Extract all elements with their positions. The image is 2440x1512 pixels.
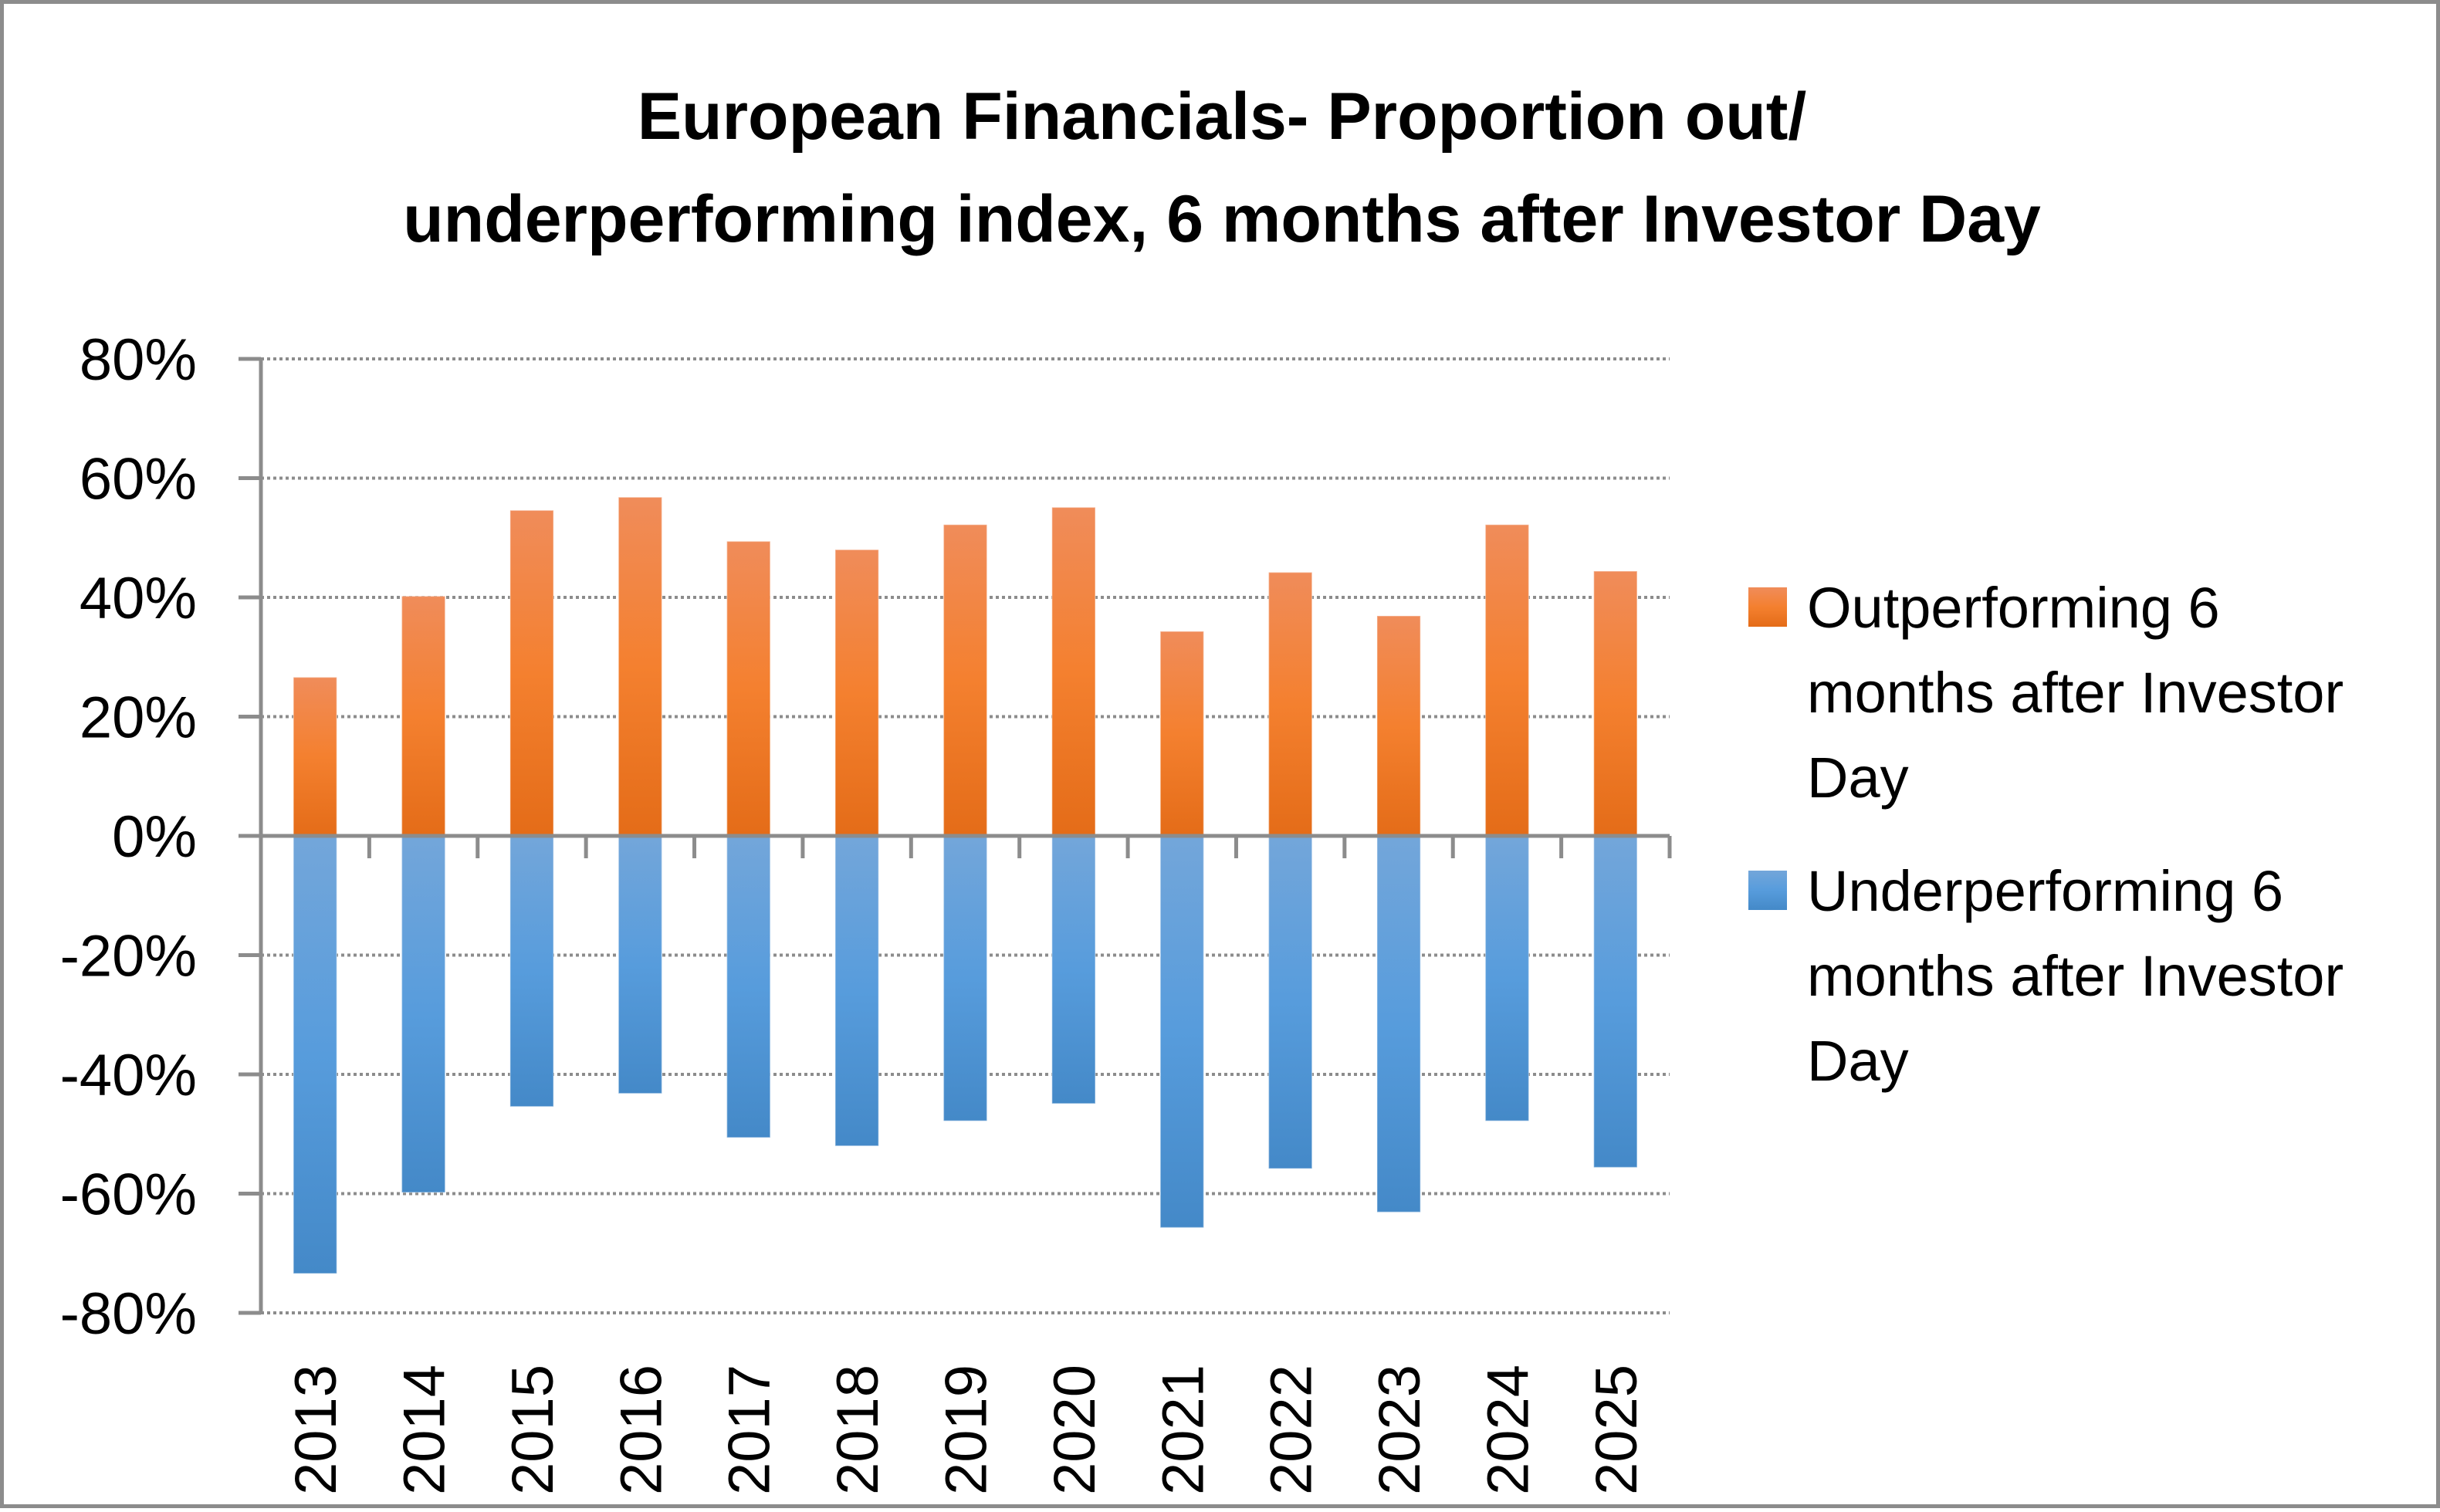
bar-outperforming-2020 [1051, 506, 1096, 837]
bar-outperforming-2022 [1267, 571, 1313, 837]
bar-underperforming-2023 [1376, 835, 1421, 1213]
x-tick-label: 2016 [608, 1365, 674, 1495]
legend-item-underperforming: Underperforming 6 months after Investor Da… [1748, 859, 2344, 1093]
bar-underperforming-2015 [509, 835, 554, 1108]
x-tick-label: 2021 [1150, 1365, 1216, 1495]
x-tick-label: 2025 [1584, 1365, 1650, 1495]
bar-underperforming-2021 [1159, 835, 1205, 1229]
legend-label-line: Day [1807, 1029, 1909, 1093]
y-axis-labels: 80% 60% 40% 20% 0% -20% -40% -60% -80% [60, 327, 197, 1347]
bar-underperforming-2016 [618, 835, 663, 1094]
bar-outperforming-2018 [834, 549, 879, 837]
x-tick-label: 2015 [500, 1365, 566, 1495]
x-tick-label: 2019 [934, 1365, 1000, 1495]
chart-title: European Financials- Proportion out/unde… [403, 79, 2041, 256]
bar-outperforming-2015 [509, 509, 554, 837]
chart-title-line-2: underperforming index, 6 months after In… [403, 182, 2041, 256]
y-tick-label: -60% [60, 1162, 197, 1228]
bar-outperforming-2019 [942, 524, 988, 837]
bar-underperforming-2024 [1484, 835, 1530, 1122]
x-tick-label: 2014 [392, 1365, 458, 1495]
legend-label-line: months after Investor [1807, 661, 2344, 725]
x-tick-label: 2018 [825, 1365, 891, 1495]
y-tick-label: -20% [60, 924, 197, 989]
x-tick-label: 2017 [717, 1365, 783, 1495]
bar-outperforming-2016 [618, 496, 663, 837]
bar-underperforming-2019 [942, 835, 988, 1122]
legend-label-line: Outperforming 6 [1807, 576, 2220, 640]
y-tick-label: 40% [80, 566, 197, 631]
x-axis-labels: 2013 2014 2015 2016 2017 2018 2019 2020 2021 2022… [283, 1365, 1650, 1495]
x-tick-label: 2024 [1475, 1365, 1541, 1495]
bar-outperforming-2013 [293, 676, 338, 837]
bar-underperforming-2014 [401, 835, 446, 1193]
x-tick-label: 2023 [1367, 1365, 1433, 1495]
bar-outperforming-2017 [726, 540, 771, 837]
bar-underperforming-2017 [726, 835, 771, 1138]
legend-swatch [1748, 587, 1787, 627]
bar-underperforming-2013 [293, 835, 338, 1274]
bar-outperforming-2024 [1484, 524, 1530, 837]
legend-item-outperforming: Outperforming 6 months after Investor Day [1748, 576, 2344, 810]
x-tick-label: 2020 [1042, 1365, 1108, 1495]
legend-swatch [1748, 871, 1787, 910]
bar-underperforming-2022 [1267, 835, 1313, 1169]
chart-svg: European Financials- Proportion out/unde… [60, 79, 2344, 1495]
legend-label-line: Day [1807, 746, 1909, 810]
y-tick-label: -80% [60, 1281, 197, 1347]
bar-outperforming-2023 [1376, 615, 1421, 837]
bar-underperforming-2020 [1051, 835, 1096, 1104]
axes [239, 357, 1672, 1315]
y-tick-label: -40% [60, 1043, 197, 1108]
y-tick-label: 60% [80, 447, 197, 512]
y-tick-label: 80% [80, 327, 197, 393]
y-tick-label: 0% [112, 804, 197, 870]
bars [293, 496, 1638, 1274]
bar-outperforming-2021 [1159, 631, 1205, 837]
x-tick-label: 2022 [1259, 1365, 1325, 1495]
y-tick-label: 20% [80, 685, 197, 751]
bar-outperforming-2014 [401, 595, 446, 837]
bar-underperforming-2025 [1592, 835, 1638, 1169]
legend-label-line: Underperforming 6 [1807, 859, 2283, 923]
bar-outperforming-2025 [1592, 570, 1638, 837]
chart-title-line-1: European Financials- Proportion out/ [638, 79, 1807, 154]
legend-label-line: months after Investor [1807, 944, 2344, 1008]
bar-underperforming-2018 [834, 835, 879, 1147]
x-tick-label: 2013 [283, 1365, 349, 1495]
